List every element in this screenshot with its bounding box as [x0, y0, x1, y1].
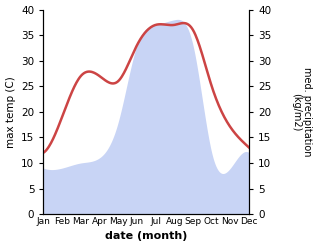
Y-axis label: med. precipitation
(kg/m2): med. precipitation (kg/m2): [291, 67, 313, 157]
Y-axis label: max temp (C): max temp (C): [5, 76, 16, 148]
X-axis label: date (month): date (month): [105, 231, 187, 242]
